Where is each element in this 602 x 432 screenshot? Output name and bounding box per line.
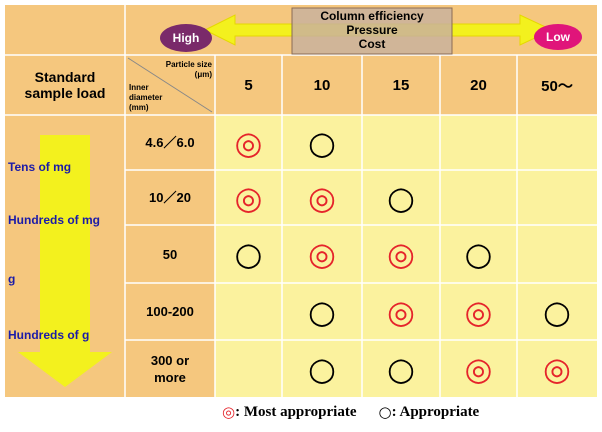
rating: ◎ — [543, 349, 571, 388]
legend-item: ◎: Most appropriate — [222, 403, 356, 421]
low-label: Low — [546, 30, 570, 44]
factor: Cost — [358, 37, 386, 51]
low-oval — [534, 24, 582, 50]
legend: ◎: Most appropriate ○: Appropriate — [222, 403, 479, 421]
rating: ○ — [234, 235, 263, 273]
load-scale: g — [8, 272, 16, 286]
rating: ○ — [308, 123, 336, 162]
factor: Pressure — [346, 23, 398, 37]
rating: ◎ — [387, 292, 415, 331]
rating: ◎ — [464, 292, 493, 331]
cells-bg — [215, 115, 597, 397]
legend-label: : Appropriate — [391, 403, 480, 420]
diameter: 300 or more — [150, 352, 190, 385]
diameter: 100-200 — [146, 304, 194, 319]
legend-symbol: ○ — [378, 403, 392, 421]
rating: ◎ — [464, 349, 493, 388]
particle-size: 20 — [470, 76, 487, 94]
rating: ◎ — [308, 178, 336, 217]
legend-symbol: ◎ — [222, 403, 236, 421]
rating: ○ — [464, 235, 493, 273]
load-scale: Tens of mg — [8, 160, 72, 174]
load-scale: Hundreds of g — [8, 328, 90, 342]
rating: ○ — [387, 349, 415, 388]
legend-item: ○: Appropriate — [378, 403, 479, 421]
factor-box — [291, 7, 453, 55]
rating: ○ — [308, 292, 336, 331]
high-oval — [160, 24, 212, 52]
rating: ◎ — [387, 235, 415, 273]
factor: Column efficiency — [320, 9, 424, 23]
particle-size: 5 — [244, 76, 253, 94]
load-scale: Hundreds of mg — [8, 213, 100, 227]
legend-label: : Most appropriate — [235, 403, 357, 420]
grid — [5, 5, 597, 397]
high-label: High — [172, 31, 200, 45]
rating: ○ — [387, 178, 415, 217]
rating: ◎ — [234, 178, 263, 217]
diameter: 10／20 — [149, 190, 191, 205]
rating: ◎ — [308, 235, 336, 273]
diameter: 4.6／6.0 — [145, 135, 195, 150]
down-arrow — [18, 135, 112, 387]
factors: Column efficiency Pressure Cost — [292, 9, 452, 51]
particle-size: 15 — [392, 76, 410, 94]
particle-size: 50～ — [541, 77, 573, 95]
diameter: 50 — [162, 246, 178, 262]
rating: ◎ — [234, 123, 263, 162]
load-header: Standard sample load — [24, 69, 106, 101]
diameter-header: Inner diameter (mm) — [129, 83, 163, 112]
diagonal — [127, 57, 213, 113]
particle-size-header: Particle size (μm) — [165, 60, 212, 79]
rating: ○ — [543, 292, 571, 331]
particle-size: 10 — [313, 76, 331, 94]
rating: ○ — [308, 349, 336, 388]
